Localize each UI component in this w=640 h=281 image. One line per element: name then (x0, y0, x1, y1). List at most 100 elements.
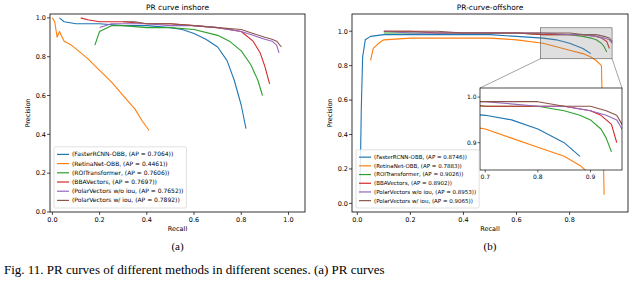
inset-frame (480, 88, 622, 170)
inset-data (480, 97, 622, 170)
legend-items: (FasterRCNN-OBB, (AP = 0.7064)) (RetinaNe… (57, 151, 183, 204)
legend-swatch (359, 165, 371, 166)
y-tick-label: 0.0 (36, 208, 46, 216)
x-tick (241, 212, 242, 215)
y-tick (47, 212, 50, 213)
legend-label: (FasterRCNN-OBB, (AP = 0.8746)) (374, 154, 467, 160)
x-tick (194, 212, 195, 215)
y-tick-label: 0.8 (36, 53, 46, 61)
x-tick-label: 0.6 (189, 216, 199, 224)
pr-curve (81, 18, 270, 84)
x-tick-label: 0.4 (142, 216, 152, 224)
x-tick (99, 212, 100, 215)
figure-caption: Fig. 11. PR curves of different methods … (4, 262, 385, 277)
y-tick-label: 1.0 (36, 14, 46, 22)
legend-label: (BBAVectors, (AP = 0.7697)) (72, 178, 157, 185)
legend-swatch (359, 174, 371, 175)
x-tick-label: 0.0 (352, 216, 362, 224)
x-tick (357, 212, 358, 215)
legend: (FasterRCNN-OBB, (AP = 0.8746))(RetinaNe… (356, 150, 479, 208)
y-tick-label: 0.6 (36, 92, 46, 100)
x-tick (288, 212, 289, 215)
legend-swatch (359, 157, 371, 158)
legend-swatch (57, 172, 69, 173)
x-axis-label: Recall (480, 225, 500, 233)
pr-curve (123, 22, 281, 47)
y-tick (349, 31, 352, 32)
inset-pr-curve (480, 106, 580, 170)
inset-pr-curve (480, 102, 611, 152)
inset-x-tick-label: 0.9 (586, 173, 596, 180)
y-tick-label: 0.4 (36, 131, 46, 139)
x-tick (569, 212, 570, 215)
inset-pr-curve (480, 115, 606, 170)
legend-swatch (359, 191, 371, 192)
zoom-connector (612, 59, 622, 88)
y-tick (349, 100, 352, 101)
y-tick-label: 0.8 (338, 62, 348, 70)
x-axis-label: Recall (168, 225, 188, 233)
plot-frame (352, 14, 628, 212)
inset-pr-curve (480, 97, 622, 124)
pr-curve (59, 18, 246, 129)
x-tick-label: 0.0 (47, 216, 57, 224)
legend-label: (ROITransformer, (AP = 0.7606)) (72, 169, 169, 176)
inset-y-tick (478, 142, 481, 143)
y-tick (47, 17, 50, 18)
x-tick-label: 0.8 (236, 216, 246, 224)
inset: 0.7 0.8 0.9 0.9 1.0 (122, 88, 622, 281)
y-axis-label: Precision (24, 98, 32, 127)
x-tick-label: 0.8 (564, 216, 574, 224)
legend: (FasterRCNN-OBB, (AP = 0.7064)) (RetinaNe… (54, 147, 186, 208)
inset-y-tick-label: 1.0 (467, 93, 477, 100)
x-tick-label: 0.4 (458, 216, 468, 224)
y-tick (349, 203, 352, 204)
subcaption: (b) (484, 240, 497, 253)
subcaption: (a) (171, 240, 184, 253)
y-tick-label: 0.0 (338, 200, 348, 208)
y-tick (47, 173, 50, 174)
legend-swatch (57, 191, 69, 192)
inset-pr-curve (480, 97, 622, 129)
legend-label: (PolarVectors w/o iou, (AP = 0.7652)) (72, 187, 183, 194)
legend-label: (BBAVectors, (AP = 0.8902)) (374, 180, 452, 186)
legend-box (356, 150, 479, 208)
inset-x-tick-label: 0.8 (533, 173, 543, 180)
x-tick (463, 212, 464, 215)
legend-label: (FasterRCNN-OBB, (AP = 0.7064)) (72, 151, 173, 158)
x-tick (146, 212, 147, 215)
x-tick (410, 212, 411, 215)
legend-swatch (57, 181, 69, 182)
chart-1: 0.00.20.40.60.80.00.20.40.60.81.0PR-curv… (122, 3, 628, 281)
pr-curve (52, 18, 149, 131)
x-tick (516, 212, 517, 215)
x-tick-label: 0.6 (511, 216, 521, 224)
y-tick-label: 0.2 (338, 165, 348, 173)
x-tick-label: 1.0 (283, 216, 293, 224)
x-tick-label: 0.2 (94, 216, 104, 224)
y-tick (47, 95, 50, 96)
legend-swatch (57, 163, 69, 164)
chart-title: PR curve inshore (146, 3, 210, 12)
y-tick (47, 56, 50, 57)
legend-swatch (57, 200, 69, 201)
y-tick (47, 134, 50, 135)
legend-label: (PolarVectors w/o iou, (AP = 0.8953)) (374, 189, 476, 195)
x-tick (52, 212, 53, 215)
y-tick-label: 1.0 (338, 28, 348, 36)
legend-swatch (57, 154, 69, 155)
legend-label: (RetinaNet-OBB, (AP = 0.4461)) (72, 160, 168, 167)
figure: 0.0 0.2 0.4 0.6 0.8 1.0 0.0 0.2 0.4 0.6 0.8 1.0 PR c… (0, 0, 640, 281)
inset-x-tick-label: 0.7 (480, 173, 490, 180)
x-tick-label: 0.2 (405, 216, 415, 224)
legend-box (54, 147, 186, 208)
inset-y-tick (478, 97, 481, 98)
legend-label: (ROITransformer, (AP = 0.9026)) (374, 171, 463, 177)
y-tick (349, 65, 352, 66)
legend-label: (PolarVectors w/ iou, (AP = 0.9065)) (374, 198, 473, 204)
chart-0: 0.00.20.40.60.81.00.00.20.40.60.81.0PR c… (24, 3, 305, 253)
legend-label: (PolarVectors w/ iou, (AP = 0.7892)) (72, 197, 180, 204)
y-tick-label: 0.6 (338, 96, 348, 104)
legend-items: (FasterRCNN-OBB, (AP = 0.8746))(RetinaNe… (359, 154, 476, 204)
inset-y-tick-label: 0.9 (467, 139, 477, 146)
